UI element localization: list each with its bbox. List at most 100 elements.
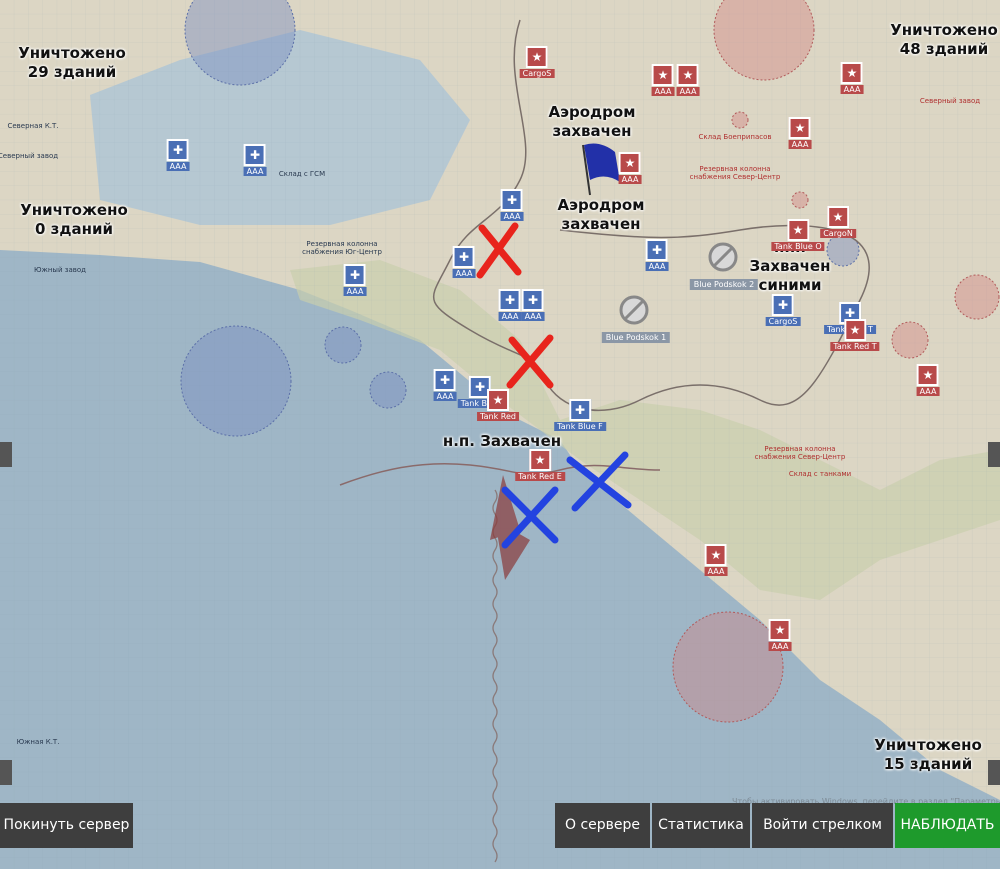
unit-icon: ★ [769,619,791,641]
unit: ✚ CargoS [765,294,801,326]
annotation-line: Аэродром [557,196,645,214]
place-label: Резервная колонна снабжения Юг-Центр [302,240,382,256]
zones [180,0,860,437]
stats-button[interactable]: Статистика [652,803,750,848]
annotation-line: 29 зданий [27,63,117,81]
unit-icon: ✚ [646,239,668,261]
unit: ★ Tank Blue O [771,219,825,251]
annotation: Уничтожено 15 зданий [874,736,982,774]
annotation-line: 48 зданий [899,40,989,58]
unit-icon: ✚ [522,289,544,311]
unit-label: AAA [500,212,524,221]
unit-label: AAA [840,85,864,94]
podskok-label: Blue Podskok 1 [601,332,671,343]
chat-tab[interactable] [0,442,12,467]
place-label: Южный завод [33,266,87,274]
observe-button[interactable]: НАБЛЮДАТЬ [895,803,1000,848]
place-label: Северный завод [0,152,59,160]
unit: ★ AAA [788,117,812,149]
unit-label: CargoS [519,69,555,78]
gunner-button[interactable]: Войти стрелком [752,803,893,848]
attack-arrow [490,475,530,580]
unit-label: Tank Red E [515,472,565,481]
unit: ★ AAA [676,64,700,96]
unit-label: AAA [498,312,522,321]
annotation: Аэродром захвачен [558,196,645,234]
place-label: Резервная колонна снабжения Север-Центр [689,165,781,181]
annotation-line: 15 зданий [883,755,973,773]
unit: ★ CargoN [820,206,856,238]
annotation-line: Уничтожено [874,736,982,754]
unit: ★ Tank Red E [515,449,565,481]
annotation-line: захвачен [561,215,641,233]
unit: ✚ AAA [243,144,267,176]
chat-tab[interactable] [0,760,12,785]
unit: ✚ AAA [498,289,522,321]
annotation-line: 0 зданий [34,220,113,238]
unit-label: AAA [768,642,792,651]
unit: ✚ Tank Blue [457,376,503,408]
unit-icon: ★ [789,117,811,139]
unit: ✚ AAA [166,139,190,171]
watermark: Чтобы активировать Windows, перейдите в … [732,797,1000,806]
place-label: Северная К.Т. [7,122,59,130]
place-label: Южная К.Т. [16,738,60,746]
unit-icon: ★ [786,219,809,241]
unit: ★ Tank Red [477,389,519,421]
unit-icon: ★ [526,46,548,68]
unit: ★ AAA [704,544,728,576]
unit-icon: ✚ [772,294,794,316]
unit-label: AAA [166,162,190,171]
unit-icon: ✚ [501,189,523,211]
unit-icon: ★ [528,449,551,471]
place-label: Склад с танками [788,470,852,478]
annotation-line: Аэродром [548,103,636,121]
about-button[interactable]: О сервере [555,803,650,848]
podskok-label: Blue Podskok 2 [689,279,759,290]
annotation-line: захвачен [552,122,632,140]
unit: ★ AAA [916,364,940,396]
unit-label: Tank Red T [830,342,880,351]
annotation: н.п. Захвачен [443,432,561,451]
unit-label: Tank Blue O [771,242,825,251]
unit-label: CargoN [820,229,856,238]
unit-icon: ✚ [344,264,366,286]
place-label: Резервная колонна снабжения Север-Центр [754,445,846,461]
unit-label: AAA [521,312,545,321]
unit-label: AAA [618,175,642,184]
unit-label: Tank Red [477,412,519,421]
annotation: Уничтожено 0 зданий [20,201,128,239]
unit-icon: ★ [841,62,863,84]
side-tab[interactable] [988,760,1000,785]
unit-icon: ✚ [569,399,591,421]
unit-icon: ★ [677,64,699,86]
leave-button[interactable]: Покинуть сервер [0,803,133,848]
annotation: Уничтожено 48 зданий [890,21,998,59]
unit-label: AAA [645,262,669,271]
unit-label: Tank Blue F [554,422,606,431]
unit: ✚ AAA [433,369,457,401]
place-label: Северный завод [919,97,981,105]
wavy-line [492,489,498,863]
unit-icon: ✚ [499,289,521,311]
place-label: Склад Боеприпасов [698,133,772,141]
annotation-line: Уничтожено [890,21,998,39]
place-label: Склад с ГСМ [278,170,326,178]
annotation: Аэродром захвачен [549,103,636,141]
annotation-line: синими [758,276,822,294]
red-zones [672,0,1000,723]
unit-label: AAA [452,269,476,278]
unit-label: AAA [243,167,267,176]
unit-label: AAA [343,287,367,296]
unit-label: AAA [704,567,728,576]
unit: ✚ AAA [500,189,524,221]
unit: ✚ Tank Blue F [554,399,606,431]
annotation-line: Захвачен [749,257,831,275]
side-tab[interactable] [988,442,1000,467]
unit-icon: ★ [827,206,849,228]
unit: ✚ AAA [343,264,367,296]
unit: ★ Tank Red T [830,319,880,351]
unit-icon: ★ [652,64,674,86]
unit: ✚ AAA [521,289,545,321]
unit-icon: ✚ [167,139,189,161]
